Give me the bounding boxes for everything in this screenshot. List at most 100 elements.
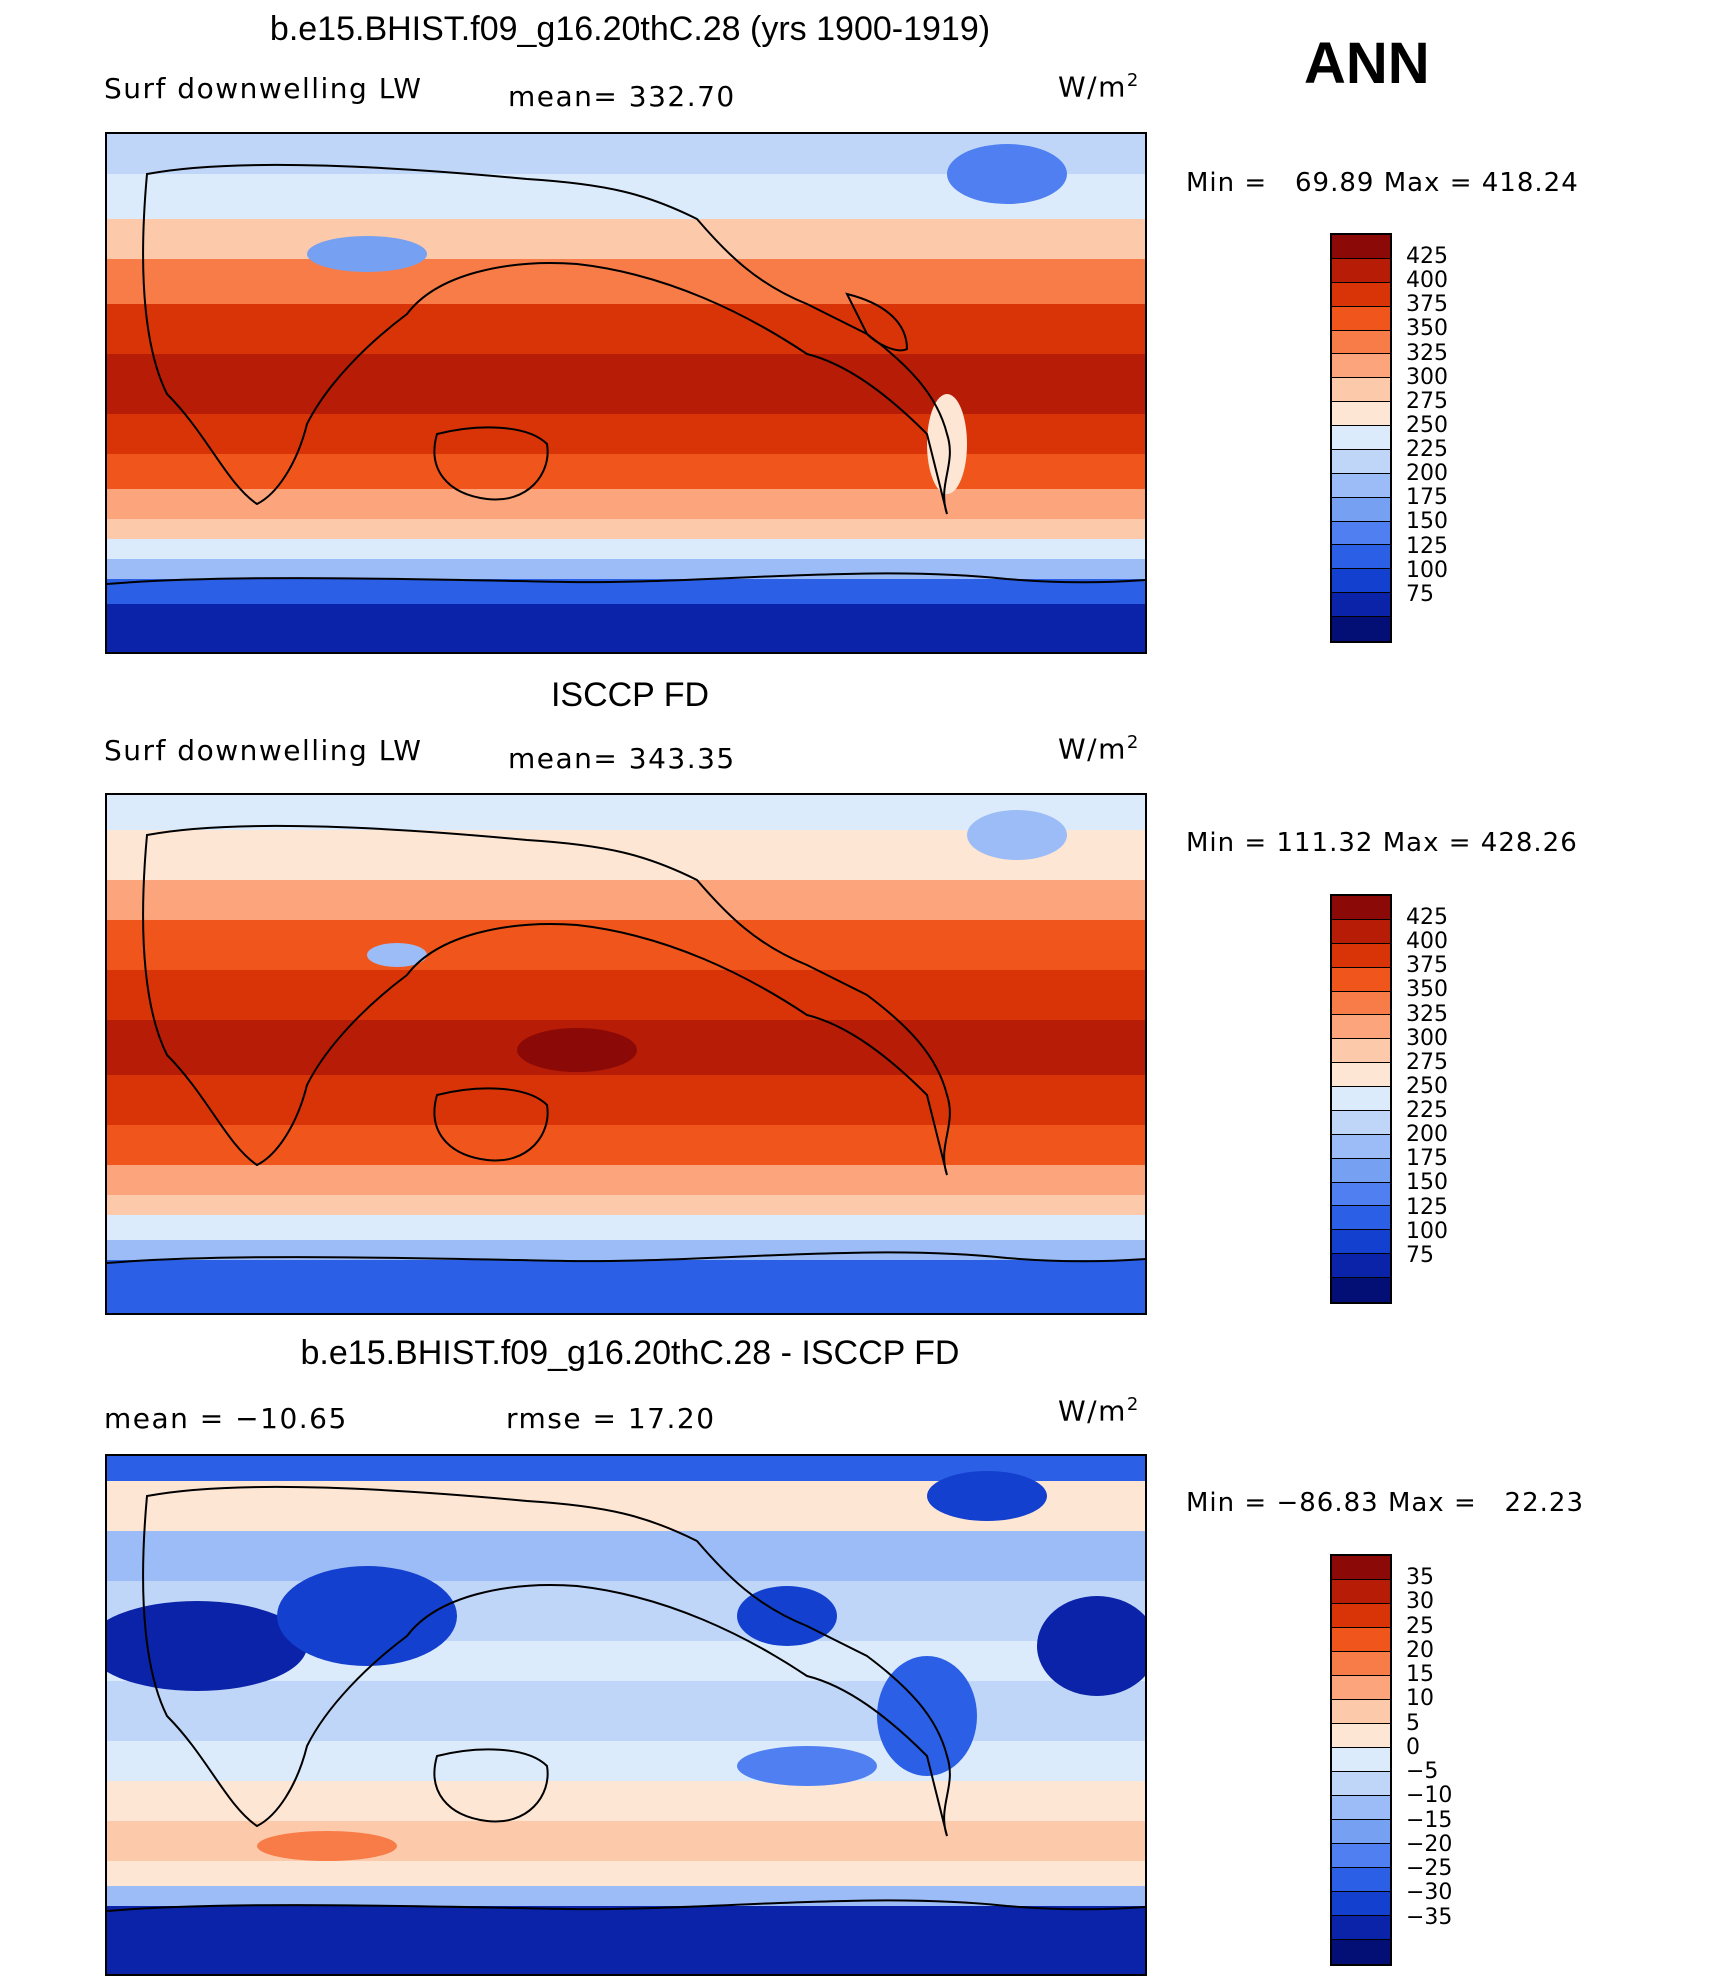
colorbar-tick-label: 375 [1406,953,1448,979]
colorbar-swatch [1332,545,1390,570]
panel-1-title: b.e15.BHIST.f09_g16.20thC.28 (yrs 1900-1… [269,10,991,48]
panel-2-mean-label: mean= 343.35 [508,742,736,775]
panel-2-minmax: Min = 111.32 Max = 428.26 [1186,828,1578,858]
panel-1-minmax: Min = 69.89 Max = 418.24 [1186,168,1579,198]
panel-2-title: ISCCP FD [550,676,710,714]
colorbar-tick-label: 350 [1406,977,1448,1003]
colorbar-swatch [1332,1892,1390,1916]
colorbar-swatch [1332,1278,1390,1302]
colorbar-swatch [1332,497,1390,522]
colorbar-tick-label: −20 [1406,1831,1453,1857]
colorbar-tick-label: 75 [1406,581,1434,607]
colorbar-tick-label: 325 [1406,340,1448,366]
panel-3-rmse-label: rmse = 17.20 [506,1402,716,1435]
colorbar-tick-label: 175 [1406,485,1448,511]
colorbar-swatch [1332,1820,1390,1844]
colorbar-swatch [1332,1916,1390,1940]
panel-3-map-graphic [107,1456,1145,1974]
colorbar-tick-label: 200 [1406,461,1448,487]
colorbar-swatch [1332,449,1390,474]
colorbar-swatch [1332,1652,1390,1676]
panel-1-variable-label: Surf downwelling LW [104,72,423,105]
colorbar-swatch [1332,991,1390,1016]
colorbar-tick-label: 125 [1406,533,1448,559]
colorbar-swatch [1332,306,1390,331]
colorbar-tick-label: 275 [1406,388,1448,414]
colorbar-swatch [1332,569,1390,594]
colorbar-swatch [1332,593,1390,617]
colorbar-tick-label: −15 [1406,1807,1453,1833]
colorbar-tick-label: 225 [1406,437,1448,463]
colorbar-tick-label: 300 [1406,1025,1448,1051]
colorbar-tick-label: −5 [1406,1759,1439,1785]
colorbar-swatch [1332,1748,1390,1772]
colorbar-swatch [1332,1628,1390,1652]
colorbar-swatch [1332,235,1390,259]
colorbar-tick-label: 375 [1406,292,1448,318]
colorbar-swatch [1332,1039,1390,1064]
colorbar-swatch [1332,1182,1390,1207]
colorbar-tick-label: 5 [1406,1710,1420,1736]
panel-2-map-graphic [107,795,1145,1313]
colorbar-tick-label: 15 [1406,1662,1434,1688]
colorbar-swatch [1332,1676,1390,1700]
colorbar-tick-label: 20 [1406,1637,1434,1663]
colorbar-swatch [1332,617,1390,641]
colorbar-swatch [1332,943,1390,968]
colorbar-swatch [1332,354,1390,379]
colorbar-swatch [1332,1796,1390,1820]
colorbar-swatch [1332,378,1390,403]
panel-1-colorbar-labels: 425 400 375 350 325 300 275 250 225 200 175 150 125 1… [1406,233,1486,643]
colorbar-swatch [1332,1700,1390,1724]
panel-1-map-graphic [107,134,1145,652]
colorbar-tick-label: 300 [1406,364,1448,390]
panel-2-map [105,793,1147,1315]
panel-3-map [105,1454,1147,1976]
colorbar-tick-label: −10 [1406,1783,1453,1809]
colorbar-swatch [1332,1772,1390,1796]
colorbar-swatch [1332,896,1390,920]
panel-3-colorbar-labels: 35 30 25 20 15 10 5 0 −5 −10 −15 −20 −25 −30 −35 [1406,1554,1486,1966]
panel-1-mean-label: mean= 332.70 [508,80,736,113]
colorbar-swatch [1332,1134,1390,1159]
colorbar-tick-label: 200 [1406,1122,1448,1148]
panel-3-title: b.e15.BHIST.f09_g16.20thC.28 - ISCCP FD [300,1334,960,1372]
colorbar-tick-label: 175 [1406,1146,1448,1172]
colorbar-tick-label: 350 [1406,316,1448,342]
colorbar-swatch [1332,1230,1390,1255]
colorbar-tick-label: 75 [1406,1242,1434,1268]
colorbar-tick-label: 250 [1406,412,1448,438]
panel-1-map [105,132,1147,654]
panel-3-units: W/m2 [1058,1394,1140,1428]
colorbar-tick-label: −35 [1406,1904,1453,1930]
colorbar-tick-label: −25 [1406,1856,1453,1882]
colorbar-swatch [1332,1063,1390,1087]
panel-1-colorbar [1330,233,1392,643]
colorbar-tick-label: 0 [1406,1734,1420,1760]
season-label: ANN [1304,31,1430,96]
colorbar-tick-label: −30 [1406,1880,1453,1906]
colorbar-swatch [1332,1087,1390,1111]
colorbar-swatch [1332,1940,1390,1964]
panel-2-colorbar-labels: 425 400 375 350 325 300 275 250 225 200 175 150 125 1… [1406,894,1486,1304]
colorbar-swatch [1332,282,1390,307]
colorbar-swatch [1332,426,1390,450]
colorbar-swatch [1332,258,1390,283]
panel-2-variable-label: Surf downwelling LW [104,734,423,767]
panel-3-mean-label: mean = −10.65 [104,1402,348,1435]
colorbar-tick-label: 30 [1406,1589,1434,1615]
colorbar-tick-label: 400 [1406,268,1448,294]
colorbar-swatch [1332,1844,1390,1868]
colorbar-swatch [1332,1556,1390,1580]
panel-3-colorbar [1330,1554,1392,1966]
colorbar-tick-label: 35 [1406,1565,1434,1591]
colorbar-tick-label: 275 [1406,1049,1448,1075]
colorbar-swatch [1332,521,1390,546]
colorbar-tick-label: 125 [1406,1194,1448,1220]
colorbar-tick-label: 150 [1406,1170,1448,1196]
colorbar-swatch [1332,330,1390,355]
colorbar-tick-label: 225 [1406,1098,1448,1124]
colorbar-tick-label: 425 [1406,244,1448,270]
colorbar-swatch [1332,919,1390,944]
colorbar-swatch [1332,1110,1390,1135]
